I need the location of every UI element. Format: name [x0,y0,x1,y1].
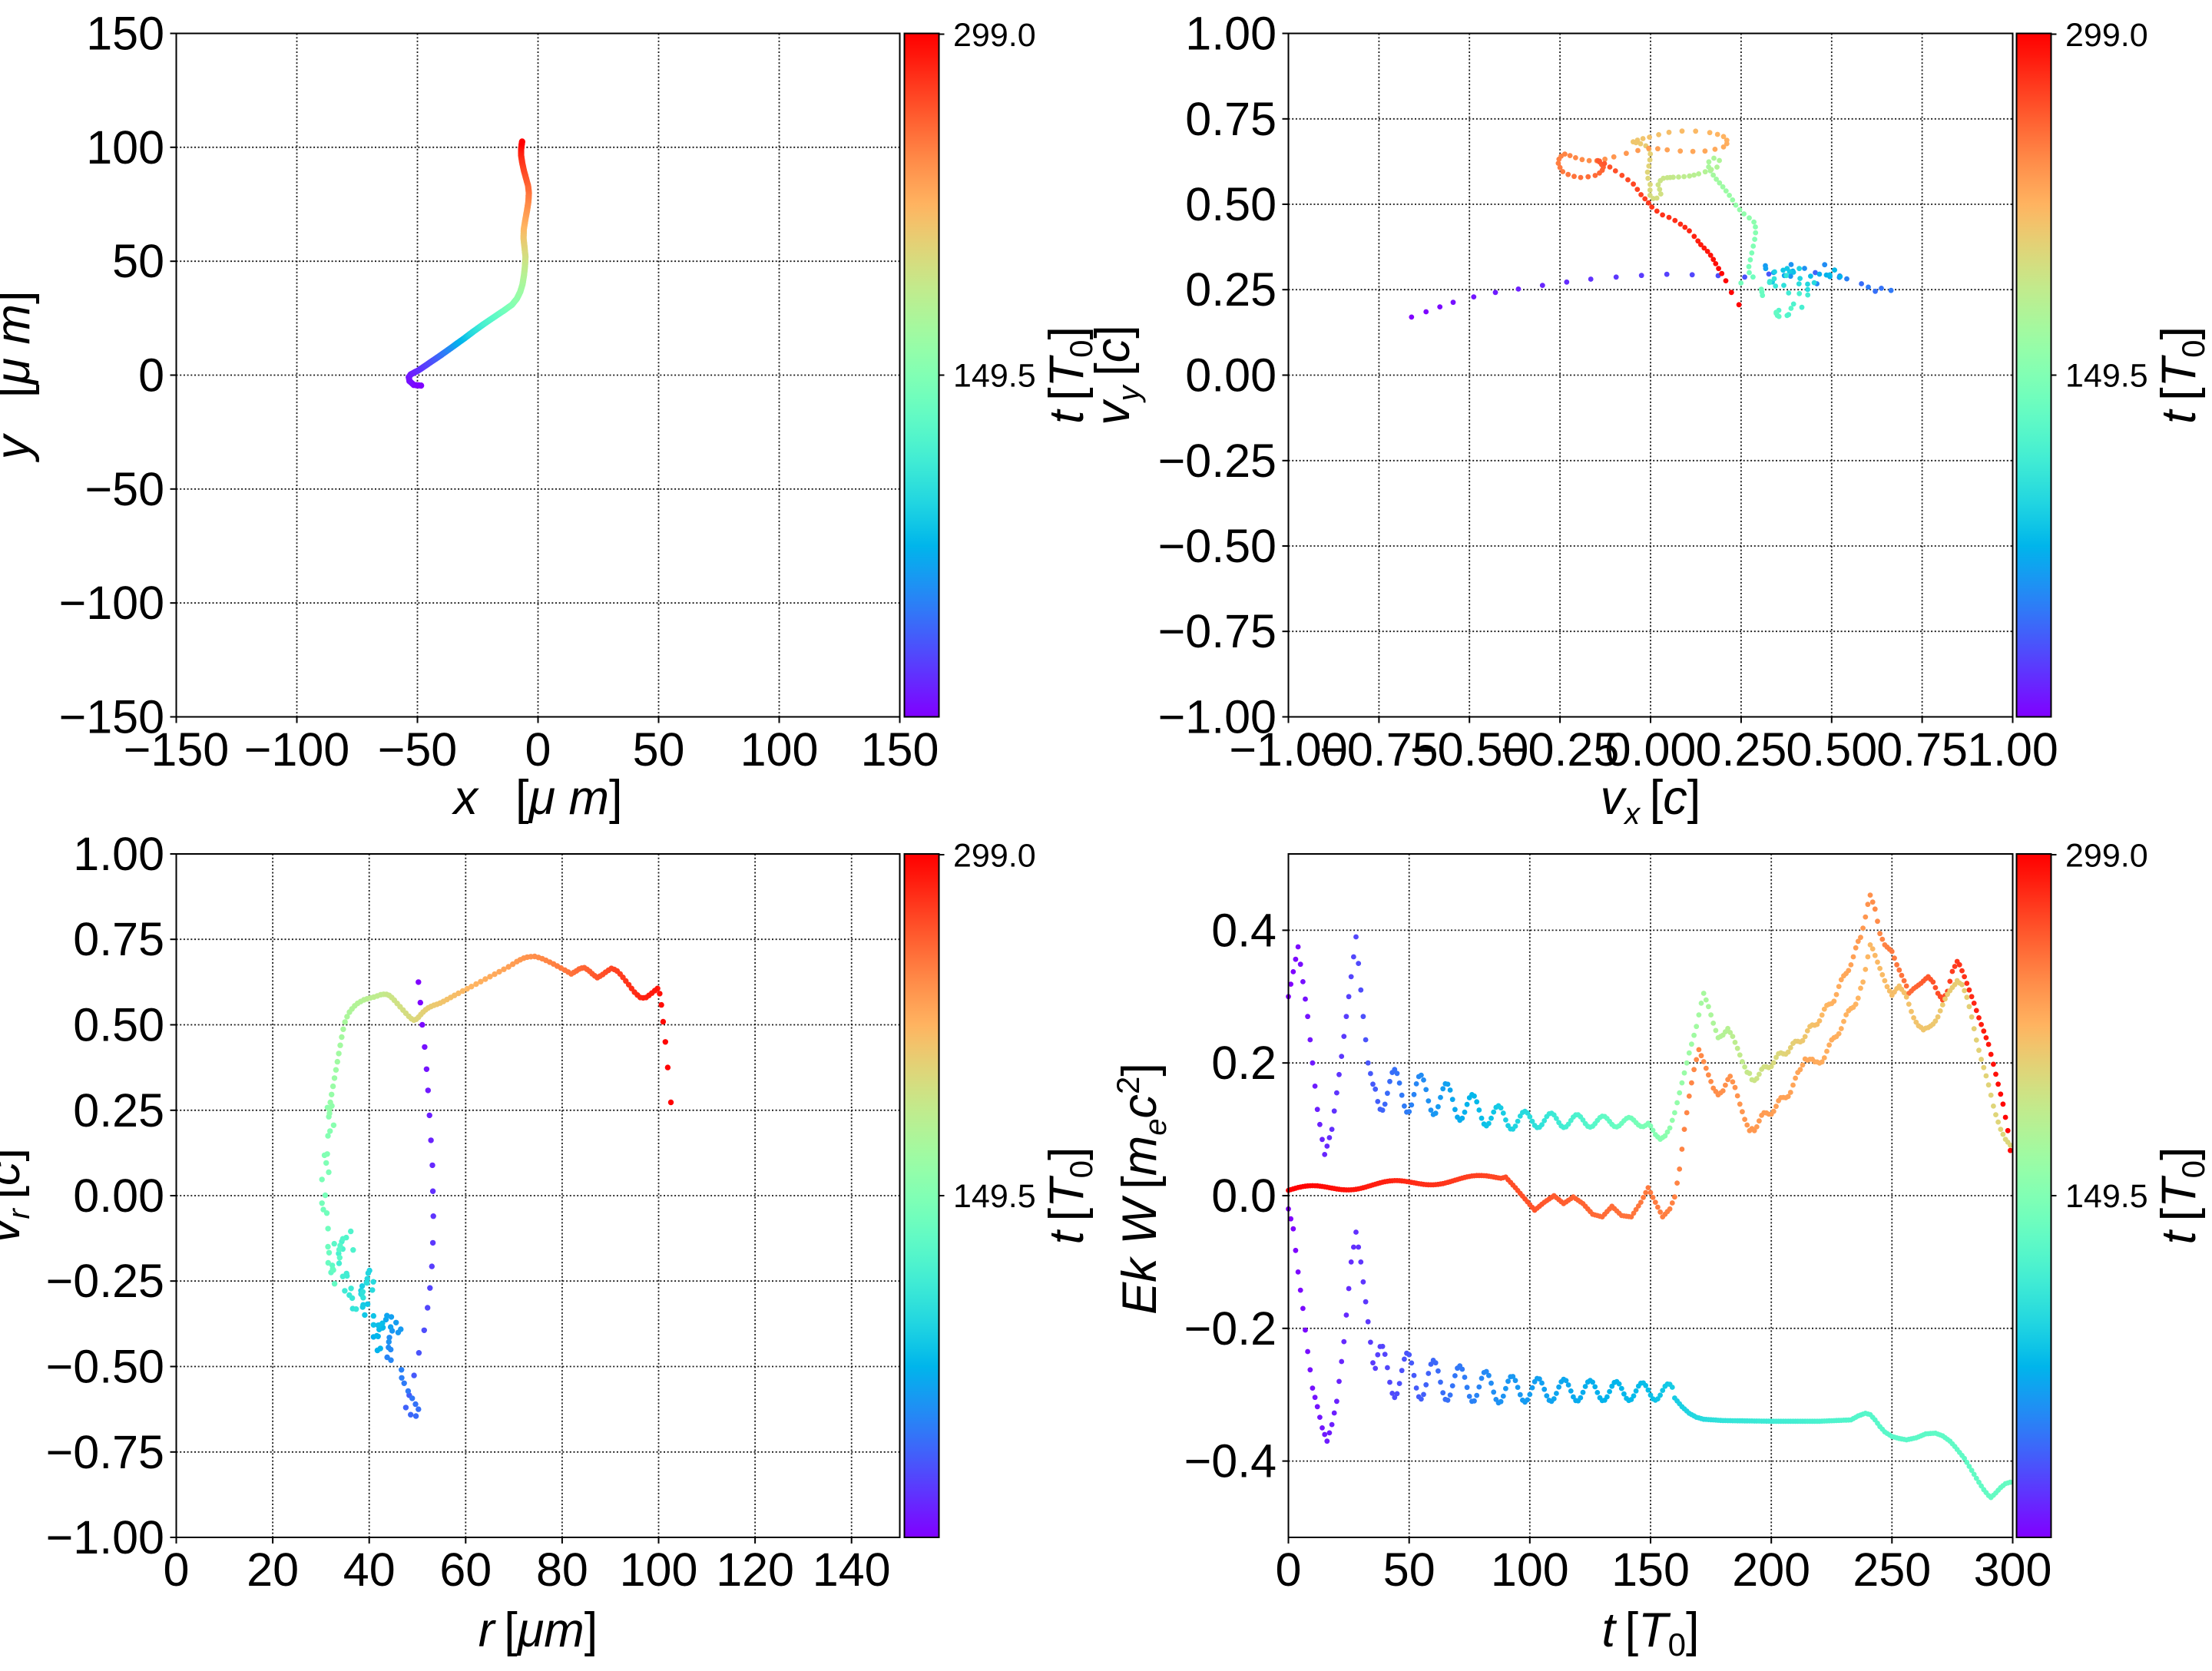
svg-text:20: 20 [247,1544,299,1596]
svg-text:−0.2: −0.2 [1184,1302,1277,1355]
svg-text:1.00: 1.00 [1185,8,1277,60]
svg-text:150: 150 [86,8,164,60]
svg-text:−150: −150 [124,723,229,776]
svg-text:−0.50: −0.50 [46,1341,164,1393]
svg-text:−0.25: −0.25 [1501,723,1619,776]
svg-text:0: 0 [138,349,164,402]
svg-text:300: 300 [1974,1544,2052,1596]
svg-text:0.75: 0.75 [1185,93,1277,145]
svg-text:−0.75: −0.75 [1320,723,1438,776]
svg-text:100: 100 [86,121,164,174]
svg-text:−0.50: −0.50 [1158,520,1277,572]
svg-text:0.4: 0.4 [1211,904,1277,956]
svg-text:149.5: 149.5 [953,1178,1036,1215]
svg-text:−0.4: −0.4 [1184,1435,1277,1487]
svg-text:t [T0]: t [T0] [1040,326,1099,424]
svg-text:0.50: 0.50 [73,999,164,1051]
svg-text:149.5: 149.5 [953,358,1036,395]
svg-text:299.0: 299.0 [2065,838,2148,875]
svg-text:60: 60 [439,1544,492,1596]
svg-text:r [μm]: r [μm] [478,1603,598,1657]
svg-text:150: 150 [1611,1544,1690,1596]
svg-text:0.25: 0.25 [73,1084,164,1137]
svg-text:0.0: 0.0 [1211,1170,1277,1222]
svg-text:−0.25: −0.25 [1158,435,1277,487]
svg-text:t [T0]: t [T0] [2152,1147,2211,1245]
svg-text:1.00: 1.00 [1967,723,2058,776]
svg-text:299.0: 299.0 [2065,17,2148,54]
svg-text:149.5: 149.5 [2065,358,2148,395]
svg-text:100: 100 [740,723,819,776]
svg-text:0.2: 0.2 [1211,1037,1277,1089]
svg-text:0.75: 0.75 [1876,723,1968,776]
svg-text:y [μ m]: y [μ m] [0,290,40,462]
svg-text:299.0: 299.0 [953,17,1036,54]
svg-text:250: 250 [1853,1544,1931,1596]
svg-text:0.25: 0.25 [1185,263,1277,316]
svg-text:120: 120 [716,1544,794,1596]
svg-text:Ek W [mec2]: Ek W [mec2] [1110,1063,1173,1315]
svg-text:0.50: 0.50 [1185,178,1277,230]
svg-text:0.50: 0.50 [1786,723,1877,776]
svg-text:−0.75: −0.75 [46,1426,164,1478]
svg-text:200: 200 [1732,1544,1810,1596]
svg-text:299.0: 299.0 [953,838,1036,875]
svg-text:−150: −150 [59,691,164,743]
svg-text:−1.00: −1.00 [1229,723,1347,776]
svg-text:50: 50 [1383,1544,1435,1596]
svg-text:−1.00: −1.00 [46,1511,164,1563]
svg-text:−1.00: −1.00 [1158,691,1277,743]
svg-text:−0.75: −0.75 [1158,605,1277,657]
svg-text:50: 50 [633,723,685,776]
svg-text:−100: −100 [244,723,349,776]
svg-text:0.75: 0.75 [73,913,164,965]
svg-text:0: 0 [525,723,551,776]
svg-text:150: 150 [861,723,939,776]
svg-text:40: 40 [343,1544,396,1596]
svg-text:−0.50: −0.50 [1410,723,1528,776]
svg-text:1.00: 1.00 [73,828,164,880]
svg-text:100: 100 [620,1544,698,1596]
svg-text:140: 140 [813,1544,891,1596]
svg-text:80: 80 [536,1544,588,1596]
svg-text:100: 100 [1491,1544,1569,1596]
svg-text:vx [c]: vx [c] [1601,771,1701,831]
svg-text:−50: −50 [378,723,457,776]
svg-text:−0.25: −0.25 [46,1255,164,1307]
svg-text:vy [c]: vy [c] [1086,325,1146,425]
svg-text:−50: −50 [85,463,164,515]
svg-text:0: 0 [1276,1544,1302,1596]
svg-text:50: 50 [112,235,164,287]
svg-text:149.5: 149.5 [2065,1178,2148,1215]
svg-text:x [μ m]: x [μ m] [451,771,622,825]
svg-text:−100: −100 [59,577,164,629]
svg-text:0.00: 0.00 [73,1170,164,1222]
svg-text:0.00: 0.00 [1185,349,1277,402]
svg-text:0.00: 0.00 [1605,723,1697,776]
svg-text:0: 0 [164,1544,190,1596]
svg-text:0.25: 0.25 [1696,723,1787,776]
